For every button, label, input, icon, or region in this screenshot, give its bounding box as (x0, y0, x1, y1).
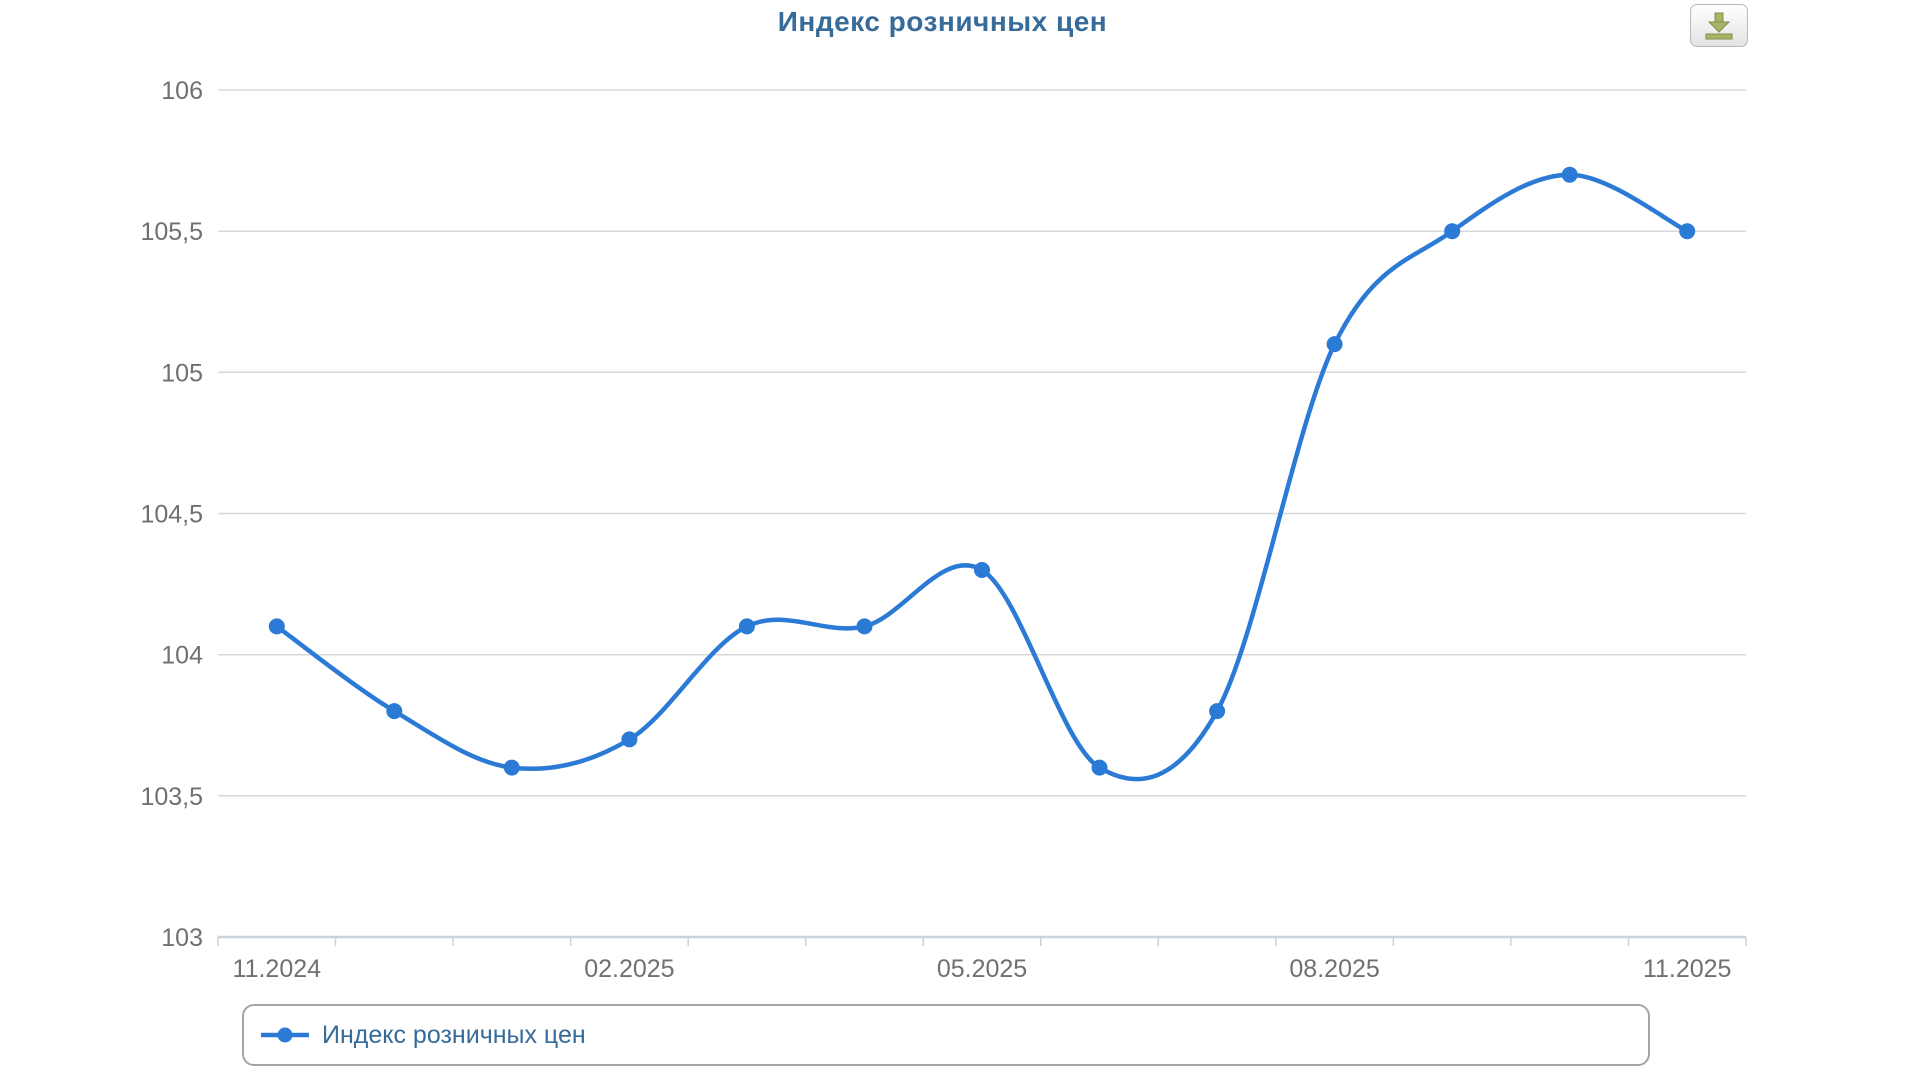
y-axis-label: 103,5 (140, 783, 203, 811)
data-point[interactable] (856, 618, 873, 635)
y-axis-label: 104,5 (140, 501, 203, 529)
data-point[interactable] (503, 759, 520, 776)
download-button[interactable] (1690, 4, 1748, 47)
data-point[interactable] (386, 703, 403, 720)
data-point[interactable] (974, 562, 990, 578)
y-axis-label: 104 (161, 642, 203, 670)
download-icon (1705, 12, 1733, 39)
series-line (274, 172, 1690, 782)
y-axis-label: 105 (161, 359, 203, 387)
legend-marker-icon (261, 1027, 309, 1043)
data-point[interactable] (738, 618, 755, 635)
legend: Индекс розничных цен (242, 1004, 1650, 1066)
y-axis-label: 106 (161, 77, 203, 105)
y-axis-label: 103 (161, 924, 203, 952)
data-point[interactable] (1444, 223, 1461, 240)
chart-title: Индекс розничных цен (777, 6, 1108, 37)
data-point[interactable] (621, 731, 638, 748)
y-axis-label: 105,5 (140, 218, 203, 246)
legend-item-label: Индекс розничных цен (322, 1020, 586, 1049)
data-point[interactable] (1209, 703, 1226, 720)
data-point[interactable] (268, 618, 285, 635)
x-axis-label: 05.2025 (937, 955, 1027, 983)
x-axis-label: 11.2025 (1643, 955, 1732, 983)
x-axis-label: 02.2025 (584, 955, 674, 983)
data-point[interactable] (1679, 223, 1696, 240)
legend-item[interactable]: Индекс розничных цен (260, 1021, 586, 1050)
x-axis-label: 11.2024 (233, 955, 322, 983)
data-point[interactable] (1091, 759, 1108, 776)
data-point[interactable] (1326, 336, 1343, 353)
x-axis-label: 08.2025 (1289, 955, 1379, 983)
data-point[interactable] (1561, 166, 1578, 183)
